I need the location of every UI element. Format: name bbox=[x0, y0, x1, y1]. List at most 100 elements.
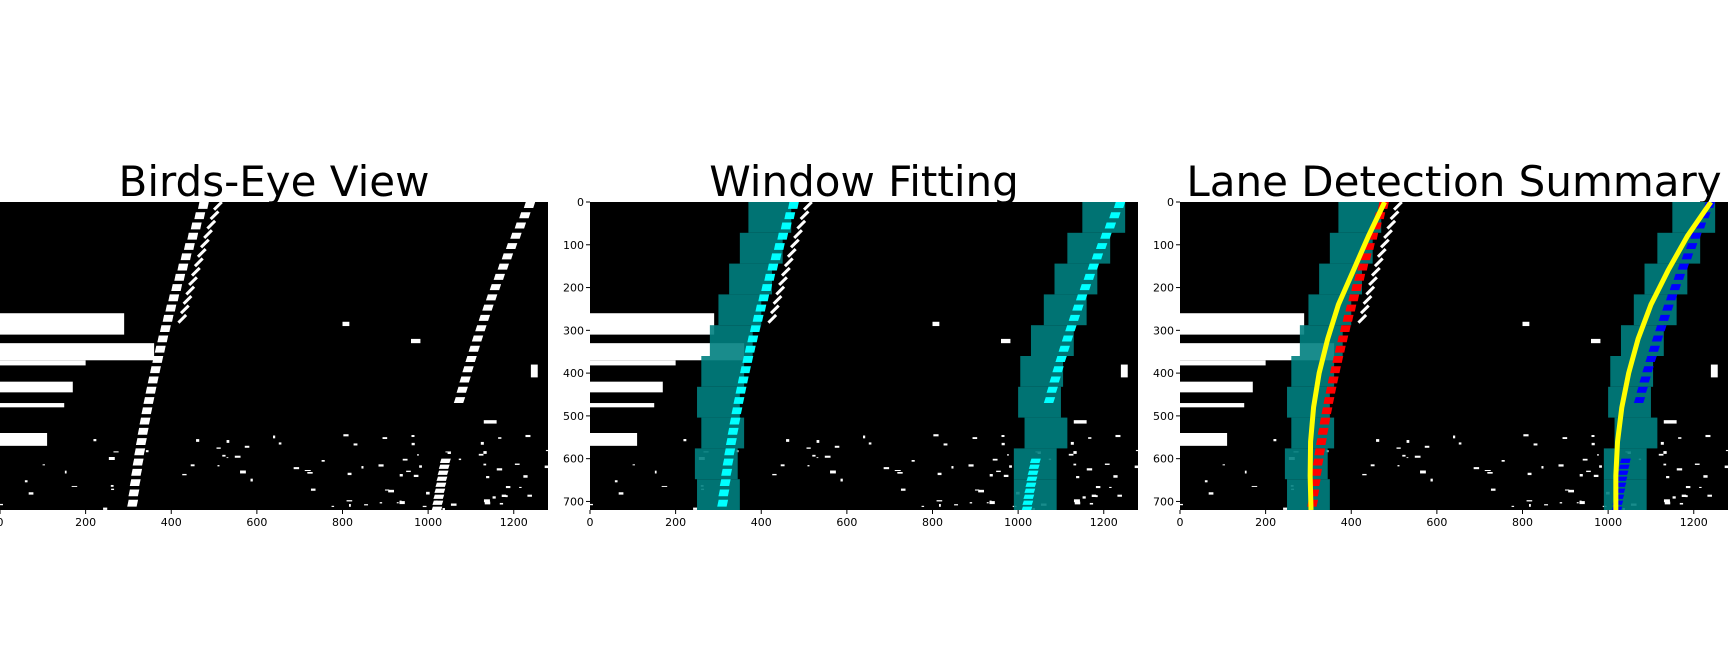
white-pixel-blob bbox=[496, 468, 503, 471]
left-lane-pixel bbox=[132, 458, 144, 466]
right-lane-pixel bbox=[519, 212, 531, 219]
left-lane-fit-line bbox=[1307, 202, 1387, 510]
white-streak bbox=[177, 313, 188, 324]
white-pixel-blob bbox=[1591, 435, 1595, 438]
white-pixel-blob bbox=[527, 494, 532, 497]
white-streak bbox=[1365, 285, 1376, 296]
white-streak bbox=[786, 247, 797, 258]
white-pixel-blob bbox=[943, 443, 948, 446]
white-pixel-blob bbox=[307, 472, 313, 474]
y-tick-label: 100 bbox=[563, 239, 584, 252]
right-lane-pixel bbox=[1021, 506, 1033, 510]
right-lane-pixel bbox=[1677, 263, 1689, 270]
white-pixel-blob bbox=[631, 433, 637, 435]
left-lane-pixel bbox=[761, 284, 773, 291]
white-pixel-blob bbox=[654, 470, 657, 474]
white-pixel-blob bbox=[897, 472, 903, 474]
white-pixel-blob bbox=[145, 450, 149, 453]
white-pixel-blob bbox=[0, 313, 125, 335]
left-lane-pixel bbox=[1319, 417, 1331, 425]
right-lane-pixel bbox=[459, 376, 471, 383]
right-lane-pixel bbox=[1642, 366, 1654, 373]
white-pixel-blob bbox=[1484, 470, 1491, 472]
white-pixel-blob bbox=[1180, 503, 1183, 506]
white-pixel-blob bbox=[1180, 433, 1228, 446]
left-lane-pixel bbox=[171, 284, 183, 291]
white-pixel-blob bbox=[1082, 496, 1086, 499]
x-tick-label: 400 bbox=[1341, 516, 1362, 529]
white-pixel-blob bbox=[1007, 454, 1009, 456]
left-lane-pixel bbox=[733, 397, 745, 404]
left-lane-pixel bbox=[722, 458, 734, 466]
y-axis-ticks: 0 100 200 300 400 500 600 700 bbox=[563, 196, 590, 508]
right-lane-pixel bbox=[1068, 314, 1081, 321]
white-pixel-blob bbox=[863, 435, 866, 439]
white-pixel-blob bbox=[450, 503, 457, 506]
x-tick-label: 0 bbox=[1177, 516, 1184, 529]
white-pixel-blob bbox=[1070, 441, 1074, 445]
white-streak bbox=[213, 202, 223, 211]
white-pixel-blob bbox=[1001, 442, 1005, 446]
white-pixel-blob bbox=[1074, 501, 1081, 505]
right-lane-pixel bbox=[433, 494, 445, 499]
white-pixel-blob bbox=[1113, 475, 1118, 478]
left-lane-pixel bbox=[150, 366, 161, 374]
right-lane-pixel bbox=[1055, 356, 1067, 362]
right-lane-pixel bbox=[482, 304, 494, 311]
white-pixel-blob bbox=[1699, 486, 1702, 488]
white-streak bbox=[1357, 313, 1368, 324]
lane-summary-image bbox=[1180, 202, 1728, 510]
white-pixel-blob bbox=[382, 437, 388, 440]
left-lane-pixel bbox=[752, 314, 764, 322]
white-pixel-blob bbox=[590, 443, 595, 445]
white-pixel-blob bbox=[1694, 463, 1700, 465]
white-pixel-blob bbox=[222, 454, 226, 457]
left-lane-pixel bbox=[168, 294, 180, 302]
left-lane-pixel bbox=[758, 294, 770, 302]
white-pixel-blob bbox=[422, 505, 427, 508]
white-pixel-blob bbox=[661, 485, 668, 487]
left-lane-pixel bbox=[1334, 345, 1346, 353]
white-pixel-blob bbox=[1558, 464, 1564, 467]
white-pixel-blob bbox=[544, 465, 548, 469]
left-lane-pixel bbox=[727, 427, 739, 435]
white-pixel-blob bbox=[388, 489, 394, 493]
white-pixel-blob bbox=[1562, 437, 1568, 440]
white-pixel-blob bbox=[505, 495, 508, 498]
white-pixel-blob bbox=[1564, 489, 1570, 491]
left-lane-pixel bbox=[197, 202, 209, 209]
white-pixel-blob bbox=[1663, 463, 1667, 466]
right-lane-pixel bbox=[1052, 366, 1064, 373]
left-lane-pixel bbox=[740, 366, 751, 374]
white-pixel-blob bbox=[1222, 464, 1225, 466]
white-pixel-blob bbox=[868, 442, 872, 445]
white-pixel-blob bbox=[250, 478, 253, 482]
white-pixel-blob bbox=[618, 492, 624, 495]
white-pixel-blob bbox=[951, 466, 954, 469]
x-tick-label: 1000 bbox=[1004, 516, 1032, 529]
white-pixel-blob bbox=[974, 489, 980, 491]
white-pixel-blob bbox=[1663, 420, 1677, 424]
right-lane-pixel bbox=[475, 325, 487, 332]
x-axis-ticks: 0 200 400 600 800 1000 1200 bbox=[0, 510, 528, 529]
white-pixel-blob bbox=[505, 486, 511, 489]
right-lane-pixel bbox=[1022, 500, 1034, 505]
left-lane-pixel bbox=[737, 376, 749, 384]
right-lane-pixel bbox=[1023, 494, 1035, 499]
x-tick-label: 1200 bbox=[1680, 516, 1708, 529]
right-lane-pixel bbox=[1075, 294, 1088, 301]
right-lane-pixel bbox=[438, 464, 450, 469]
white-pixel-blob bbox=[1180, 403, 1245, 408]
white-pixel-blob bbox=[1533, 443, 1538, 446]
white-pixel-blob bbox=[0, 381, 73, 393]
white-pixel-blob bbox=[1666, 476, 1670, 479]
white-pixel-blob bbox=[445, 451, 452, 453]
white-pixel-blob bbox=[786, 439, 790, 442]
white-streak bbox=[1368, 276, 1378, 287]
y-tick-label: 0 bbox=[1167, 196, 1174, 209]
white-pixel-blob bbox=[1523, 434, 1529, 437]
white-pixel-blob bbox=[1430, 478, 1433, 482]
white-pixel-blob bbox=[1453, 435, 1456, 439]
left-lane-pixel bbox=[139, 417, 151, 425]
white-pixel-blob bbox=[1088, 437, 1092, 439]
